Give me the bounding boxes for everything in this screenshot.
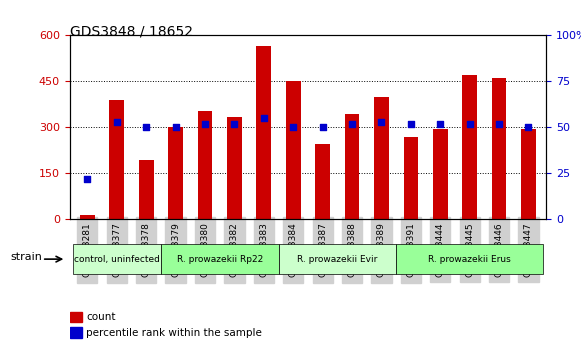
Text: R. prowazekii Rp22: R. prowazekii Rp22 <box>177 255 263 264</box>
Bar <box>521 129 536 219</box>
Bar <box>168 127 183 219</box>
Bar <box>345 114 360 219</box>
Bar <box>198 110 212 219</box>
Text: R. prowazekii Evir: R. prowazekii Evir <box>297 255 378 264</box>
Point <box>259 115 268 121</box>
Point <box>289 125 298 130</box>
Bar <box>286 81 300 219</box>
Bar <box>433 129 447 219</box>
Point <box>142 125 151 130</box>
Point <box>83 176 92 182</box>
FancyBboxPatch shape <box>396 244 543 274</box>
Bar <box>70 312 81 322</box>
Point <box>200 121 210 127</box>
Text: GDS3848 / 18652: GDS3848 / 18652 <box>70 25 193 39</box>
Text: percentile rank within the sample: percentile rank within the sample <box>87 328 262 338</box>
FancyBboxPatch shape <box>161 244 278 274</box>
Point <box>229 121 239 127</box>
Bar <box>315 144 330 219</box>
Bar <box>70 327 81 338</box>
Bar <box>404 137 418 219</box>
Bar <box>462 75 477 219</box>
FancyBboxPatch shape <box>278 244 396 274</box>
Point <box>112 119 121 125</box>
Point <box>377 119 386 125</box>
Bar <box>139 160 153 219</box>
Point <box>347 121 357 127</box>
Point <box>524 125 533 130</box>
FancyBboxPatch shape <box>73 244 161 274</box>
Bar <box>492 78 507 219</box>
Text: count: count <box>87 312 116 322</box>
Bar <box>80 215 95 219</box>
Point <box>465 121 474 127</box>
Point <box>436 121 445 127</box>
Text: strain: strain <box>10 252 42 262</box>
Point <box>171 125 180 130</box>
Text: R. prowazekii Erus: R. prowazekii Erus <box>428 255 511 264</box>
Bar <box>109 100 124 219</box>
Bar <box>227 117 242 219</box>
Bar <box>256 46 271 219</box>
Point <box>318 125 327 130</box>
Bar <box>374 97 389 219</box>
Point <box>494 121 504 127</box>
Text: control, uninfected: control, uninfected <box>74 255 160 264</box>
Point <box>406 121 415 127</box>
